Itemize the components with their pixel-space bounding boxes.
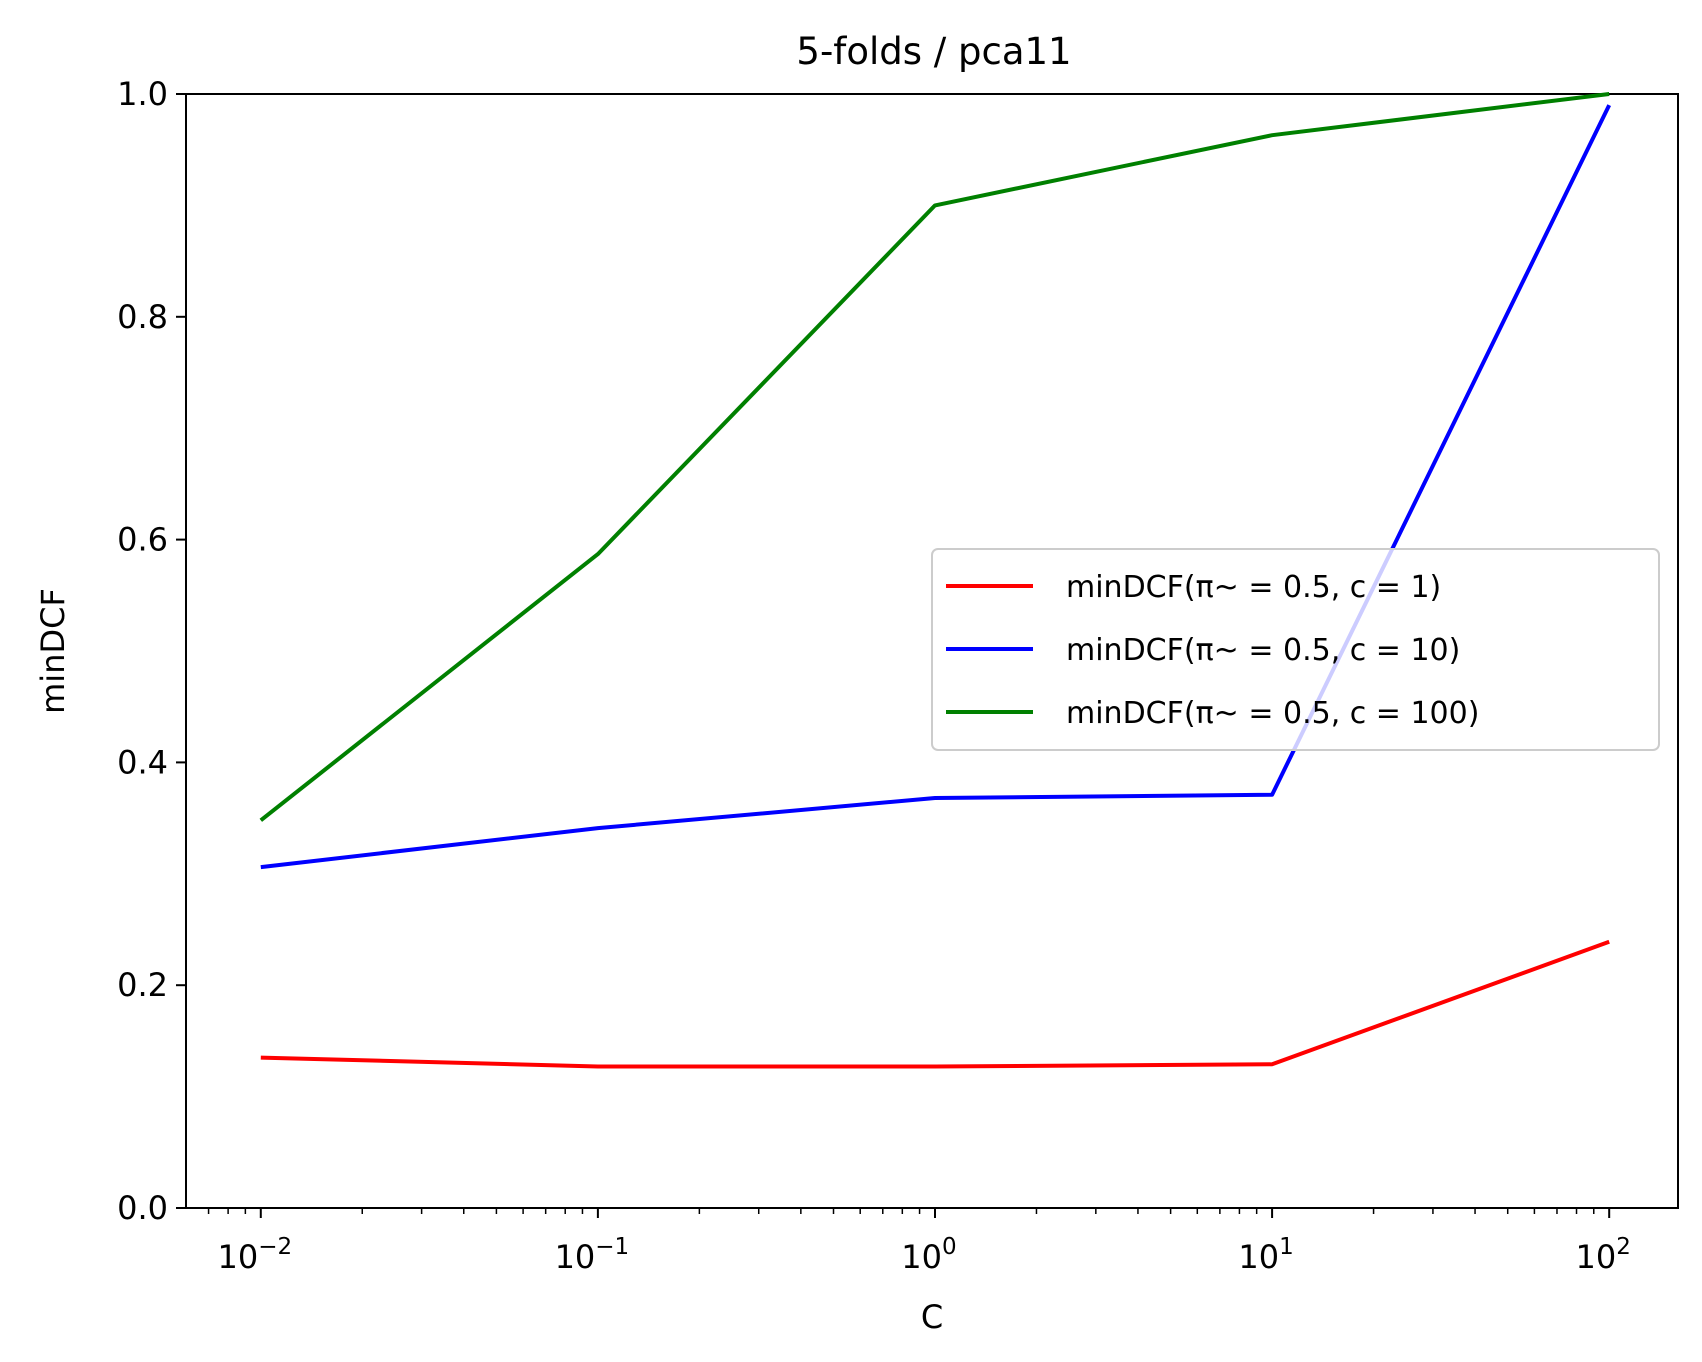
series-line-2 <box>260 104 1611 870</box>
legend-label: minDCF(π~ = 0.5, c = 10) <box>1066 633 1460 668</box>
legend-label: minDCF(π~ = 0.5, c = 100) <box>1066 696 1479 731</box>
x-tick-base: 10 <box>1576 1238 1617 1276</box>
legend-box <box>931 548 1660 751</box>
y-tick-label: 0.2 <box>117 966 168 1004</box>
x-tick-label: 100 <box>901 1234 956 1276</box>
x-tick-base: 10 <box>901 1238 942 1276</box>
plot-frame <box>185 93 1679 1209</box>
legend-label: minDCF(π~ = 0.5, c = 1) <box>1066 570 1441 605</box>
x-tick-exponent: 1 <box>1279 1234 1294 1260</box>
y-axis: 0.0 0.2 0.4 0.6 0.8 1.0 <box>117 75 186 1227</box>
y-tick-label: 0.6 <box>117 521 168 559</box>
x-tick-label: 101 <box>1238 1234 1293 1276</box>
x-tick-label: 10−1 <box>555 1234 630 1276</box>
chart-title: 5-folds / pca11 <box>796 30 1071 73</box>
legend: minDCF(π~ = 0.5, c = 1) minDCF(π~ = 0.5, … <box>931 548 1660 751</box>
x-tick-base: 10 <box>555 1238 596 1276</box>
y-tick-label: 0.0 <box>117 1189 168 1227</box>
y-tick-label: 0.8 <box>117 298 168 336</box>
y-tick-label: 1.0 <box>117 75 168 113</box>
x-tick-exponent: −2 <box>258 1234 292 1260</box>
y-tick-label: 0.4 <box>117 743 168 781</box>
x-tick-exponent: 0 <box>942 1234 957 1260</box>
x-tick-exponent: −1 <box>595 1234 629 1260</box>
x-axis-label: C <box>921 1298 943 1336</box>
x-tick-base: 10 <box>217 1238 258 1276</box>
x-tick-label: 10−2 <box>217 1234 292 1276</box>
y-axis-label: minDCF <box>34 588 72 714</box>
x-tick-exponent: 2 <box>1616 1234 1631 1260</box>
x-tick-label: 102 <box>1576 1234 1631 1276</box>
x-axis: 10−2 10−1 100 101 102 <box>207 1208 1631 1276</box>
series-line-3 <box>259 92 1610 822</box>
series-line-1 <box>260 939 1610 1069</box>
x-tick-base: 10 <box>1238 1238 1279 1276</box>
